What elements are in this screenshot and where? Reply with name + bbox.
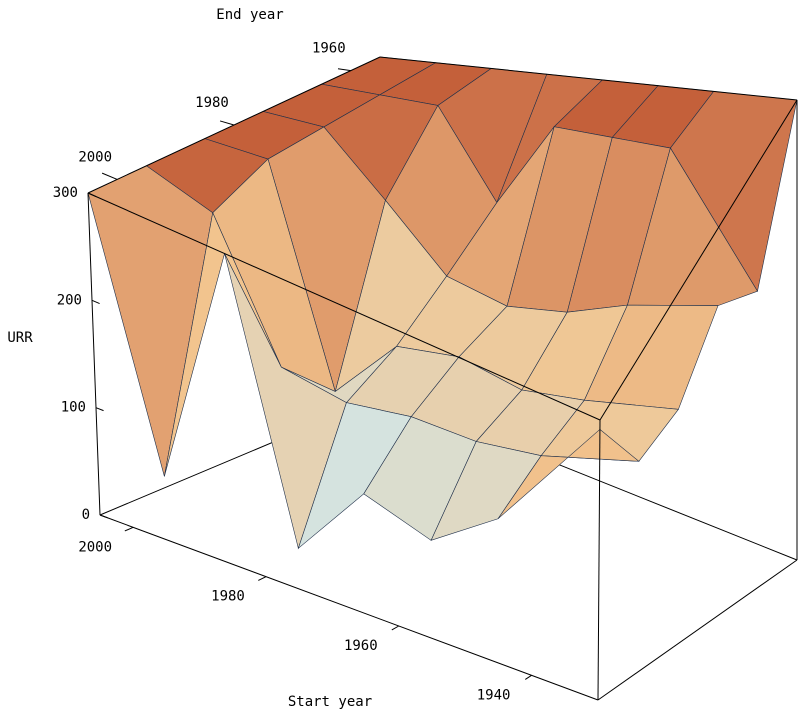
z-tick-label: 300 [53,185,78,201]
y-tick-label: 1980 [195,95,229,111]
surface [87,56,798,550]
y-tick-label: 2000 [78,149,112,165]
x-tick-label: 1940 [477,687,511,703]
y-tick-label: 1960 [312,41,346,57]
x-tick-label: 1960 [344,638,378,654]
surface-patch [497,428,640,520]
box-front [87,56,798,701]
box-edge [597,559,798,701]
z-tick-label: 200 [57,292,82,308]
labels: End year URR Start year 2000198019601940… [7,7,510,710]
z-tick [99,514,108,519]
z-tick [87,192,96,197]
x-tick [525,674,532,680]
z-axis-label: URR [7,330,33,346]
z-tick [91,299,100,304]
box-edge [599,99,798,421]
x-tick-label: 1980 [211,589,245,605]
box-edge [87,192,601,421]
x-tick [124,526,134,532]
y-tick [337,68,351,72]
y-tick [101,172,118,180]
y-axis-label: End year [216,7,283,23]
z-tick [95,407,104,412]
z-tick-label: 0 [82,507,90,523]
x-tick [258,576,267,581]
x-axis-label: Start year [288,694,372,710]
box-edge [87,192,101,516]
z-tick-label: 100 [61,400,86,416]
box-edge [597,419,601,701]
y-tick [219,120,235,126]
box-edge [99,514,599,701]
x-tick-label: 2000 [78,539,112,555]
x-tick [391,625,400,631]
box-edge [379,56,798,101]
